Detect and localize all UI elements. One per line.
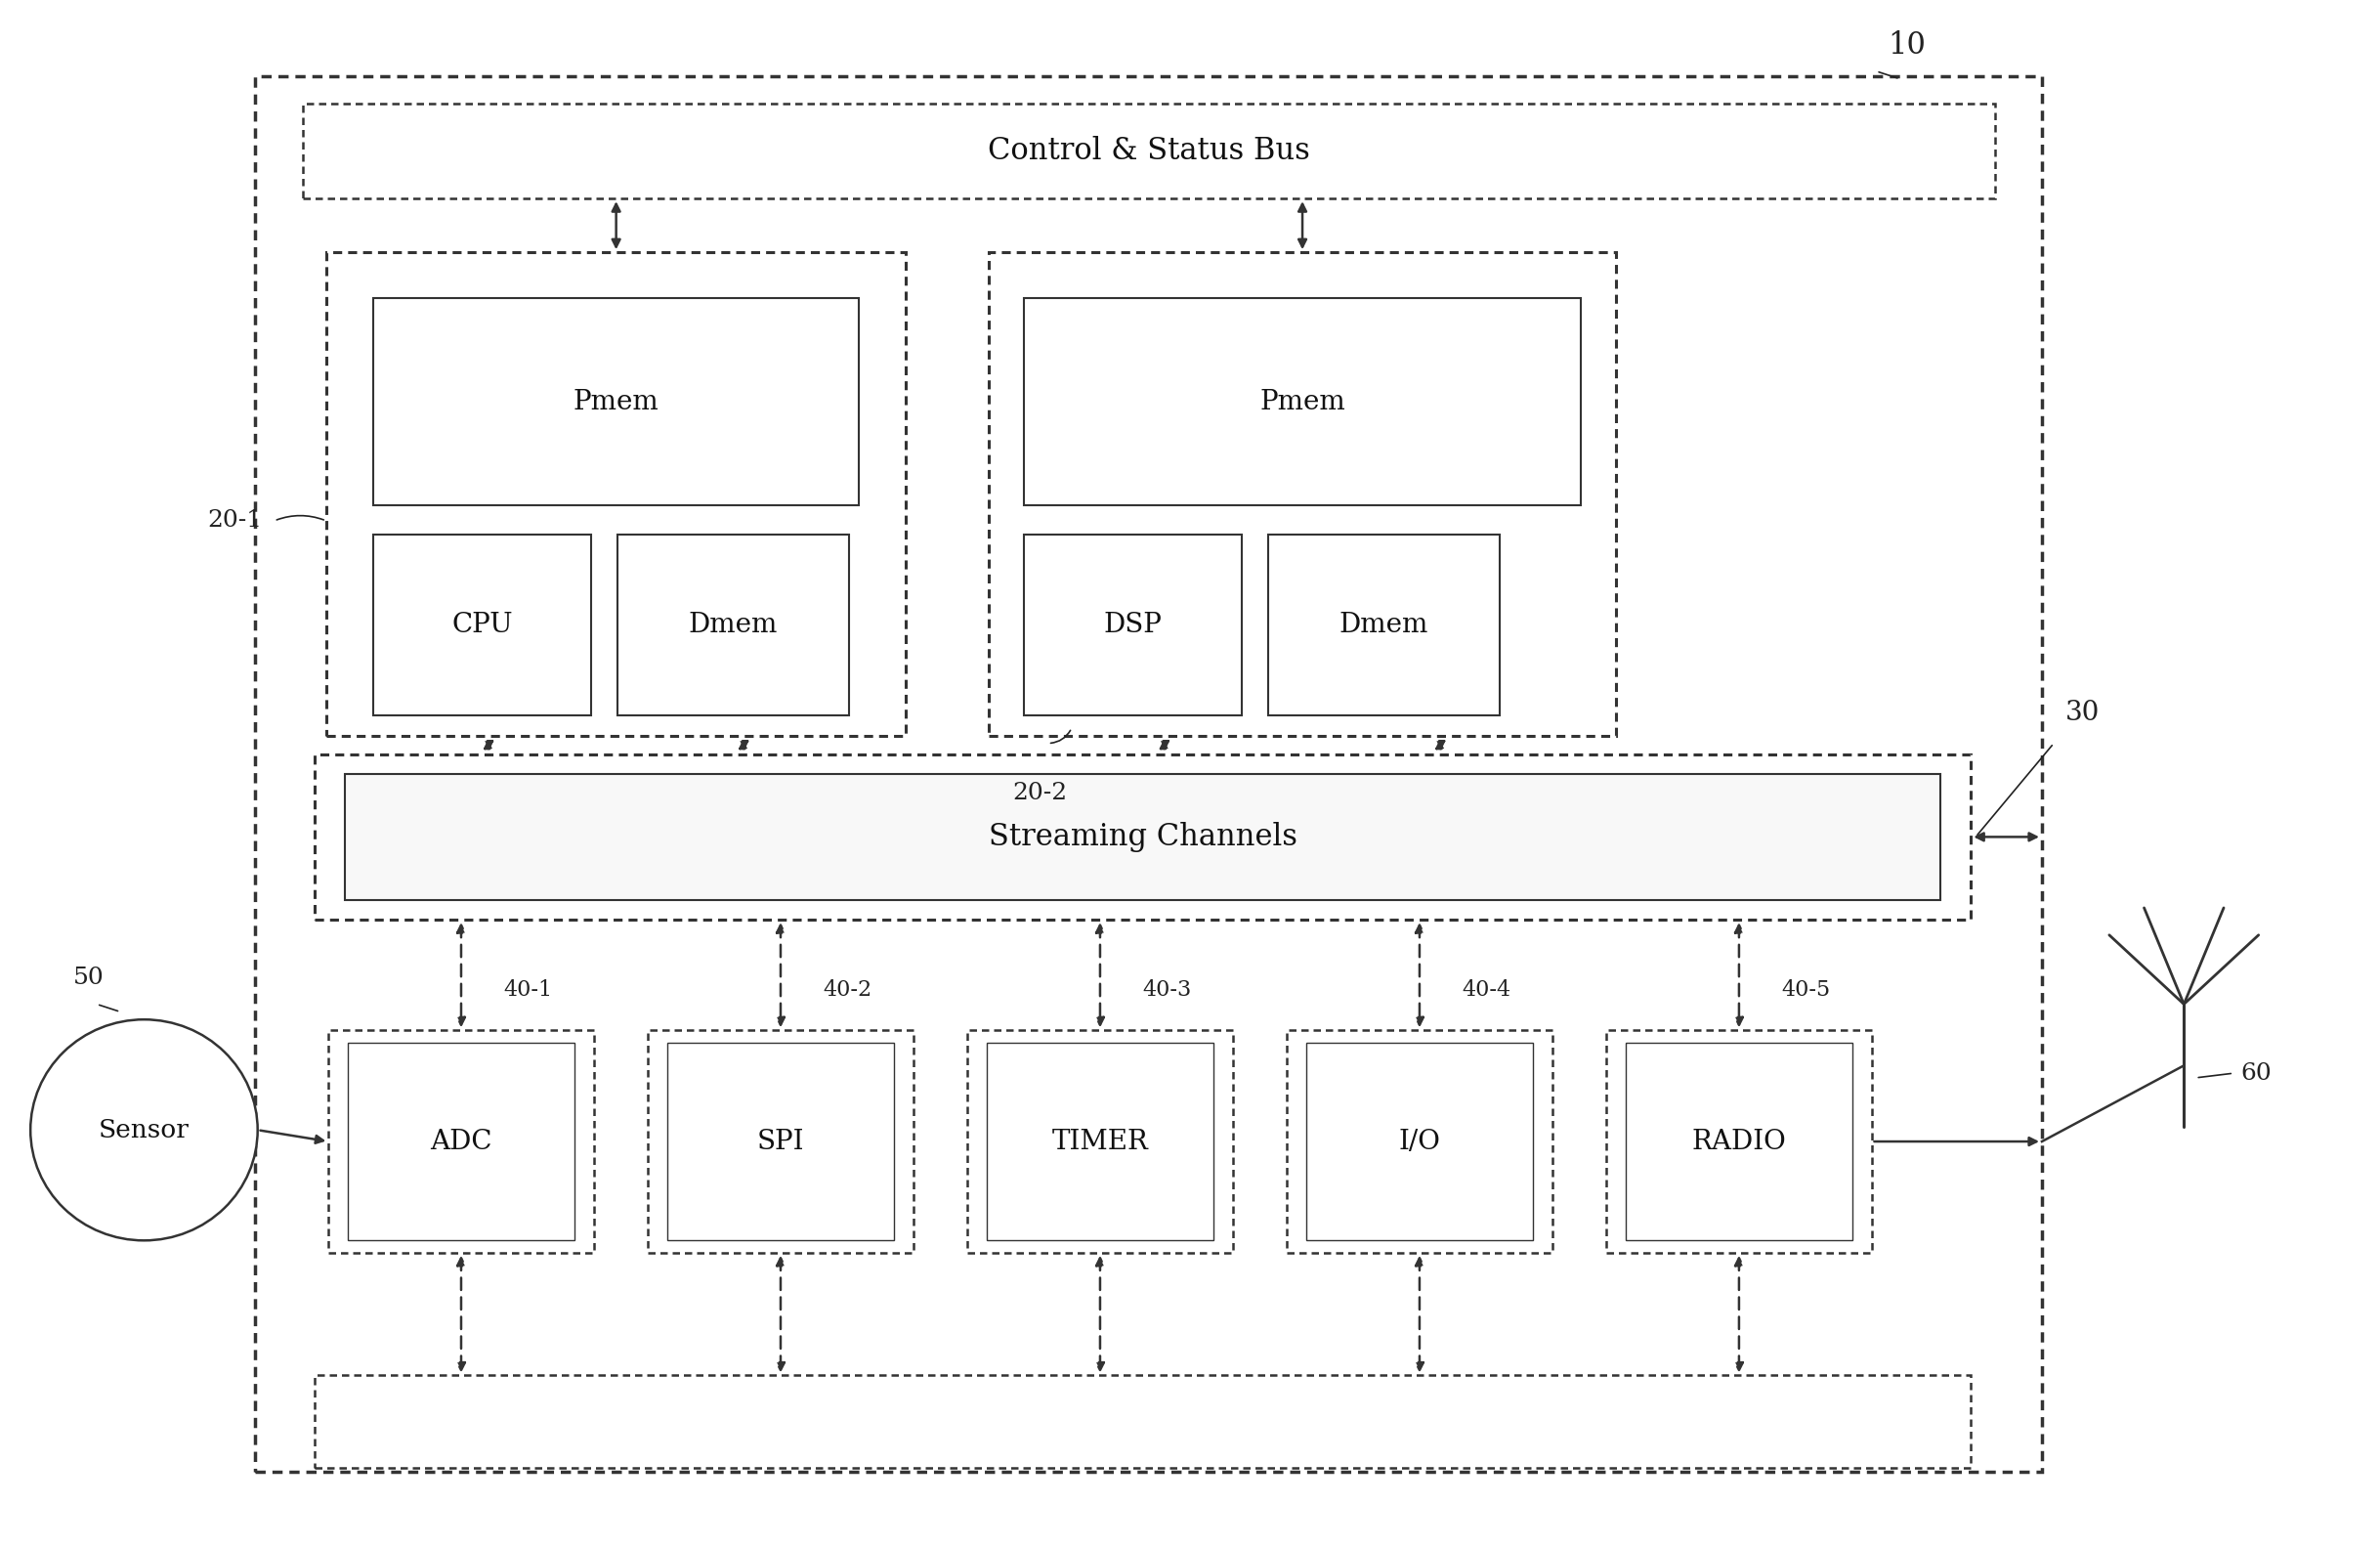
- Text: Control & Status Bus: Control & Status Bus: [988, 136, 1309, 166]
- Text: Pmem: Pmem: [1259, 389, 1345, 415]
- Text: CPU: CPU: [452, 611, 514, 638]
- Text: Pmem: Pmem: [574, 389, 659, 415]
- Bar: [374, 299, 859, 506]
- Text: 30: 30: [2066, 700, 2099, 726]
- Bar: [647, 1031, 914, 1252]
- Text: ADC: ADC: [431, 1128, 493, 1155]
- Text: 40-4: 40-4: [1461, 980, 1511, 1002]
- Bar: [302, 104, 1994, 198]
- Bar: [314, 1376, 1971, 1468]
- Text: SPI: SPI: [757, 1128, 804, 1155]
- Text: 40-1: 40-1: [505, 980, 552, 1002]
- Text: 20-1: 20-1: [207, 509, 262, 533]
- Bar: [326, 252, 907, 735]
- Text: 40-3: 40-3: [1142, 980, 1192, 1002]
- Ellipse shape: [31, 1020, 257, 1240]
- Text: 50: 50: [74, 966, 105, 989]
- Text: Dmem: Dmem: [688, 611, 778, 638]
- Bar: [328, 1031, 593, 1252]
- Bar: [1023, 534, 1242, 715]
- Bar: [616, 534, 850, 715]
- Bar: [345, 774, 1940, 899]
- Text: I/O: I/O: [1399, 1128, 1440, 1155]
- Text: RADIO: RADIO: [1692, 1128, 1787, 1155]
- Text: 40-5: 40-5: [1783, 980, 1830, 1002]
- Text: TIMER: TIMER: [1052, 1128, 1150, 1155]
- Bar: [1607, 1031, 1871, 1252]
- Bar: [1626, 1042, 1852, 1240]
- Text: 20-2: 20-2: [1012, 782, 1066, 803]
- Text: 40-2: 40-2: [823, 980, 871, 1002]
- Bar: [374, 534, 590, 715]
- Bar: [1023, 299, 1580, 506]
- Bar: [1269, 534, 1499, 715]
- Bar: [969, 1031, 1233, 1252]
- Text: 60: 60: [2240, 1062, 2273, 1085]
- Text: Sensor: Sensor: [98, 1118, 190, 1142]
- Text: DSP: DSP: [1104, 611, 1161, 638]
- Bar: [347, 1042, 574, 1240]
- Bar: [1307, 1042, 1533, 1240]
- Bar: [985, 1042, 1214, 1240]
- Bar: [988, 252, 1616, 735]
- Bar: [314, 754, 1971, 920]
- Bar: [666, 1042, 895, 1240]
- Text: Dmem: Dmem: [1340, 611, 1428, 638]
- Bar: [1288, 1031, 1552, 1252]
- Text: Streaming Channels: Streaming Channels: [988, 822, 1297, 851]
- Bar: [255, 76, 2042, 1472]
- Text: 10: 10: [1887, 31, 1925, 60]
